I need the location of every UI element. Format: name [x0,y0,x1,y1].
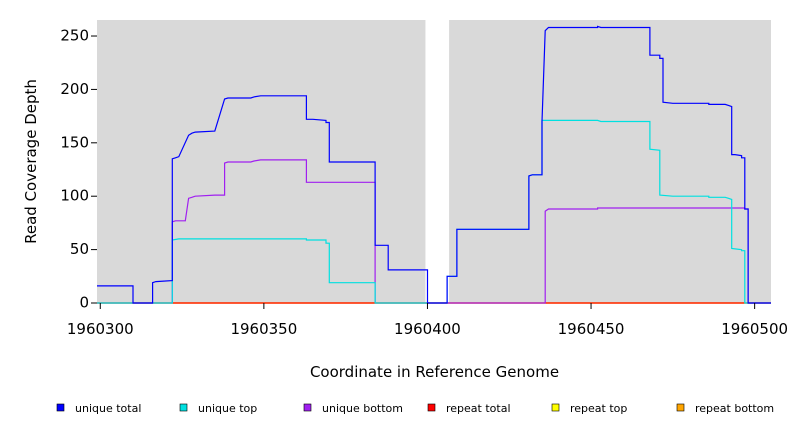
y-tick-label: 0 [79,294,89,312]
x-tick-label: 1960350 [230,320,297,338]
legend-label: repeat top [570,402,627,415]
y-tick-label: 200 [60,80,89,98]
series-line-unique-bottom [97,159,771,304]
legend-label: unique total [75,402,141,415]
y-tick-label: 100 [60,187,89,205]
x-axis-title: Coordinate in Reference Genome [310,363,559,381]
x-tick-label: 1960500 [721,320,788,338]
y-tick-label: 250 [60,27,89,45]
legend-label: unique top [198,402,257,415]
legend-swatch [427,403,436,412]
legend-swatch [676,403,685,412]
series-line-unique-total [97,25,771,304]
axis-layer: 0 50 100 150 200 250 1960300 1960350 1960400 1960… [60,27,788,338]
legend-swatch [303,403,312,412]
legend-swatch [551,403,560,412]
series-layer [97,25,771,304]
x-tick-label: 1960400 [394,320,461,338]
legend-swatch [179,403,188,412]
legend: unique total unique top unique bottom repea… [56,402,774,415]
y-tick-label: 150 [60,133,89,151]
y-axis-title: Read Coverage Depth [22,79,40,244]
legend-label: repeat total [446,402,511,415]
x-tick-label: 1960450 [558,320,625,338]
y-tick-label: 50 [70,240,89,258]
legend-label: repeat bottom [695,402,774,415]
gap-region [425,20,450,303]
legend-swatch [56,403,65,412]
x-tick-label: 1960300 [67,320,134,338]
legend-label: unique bottom [322,402,403,415]
